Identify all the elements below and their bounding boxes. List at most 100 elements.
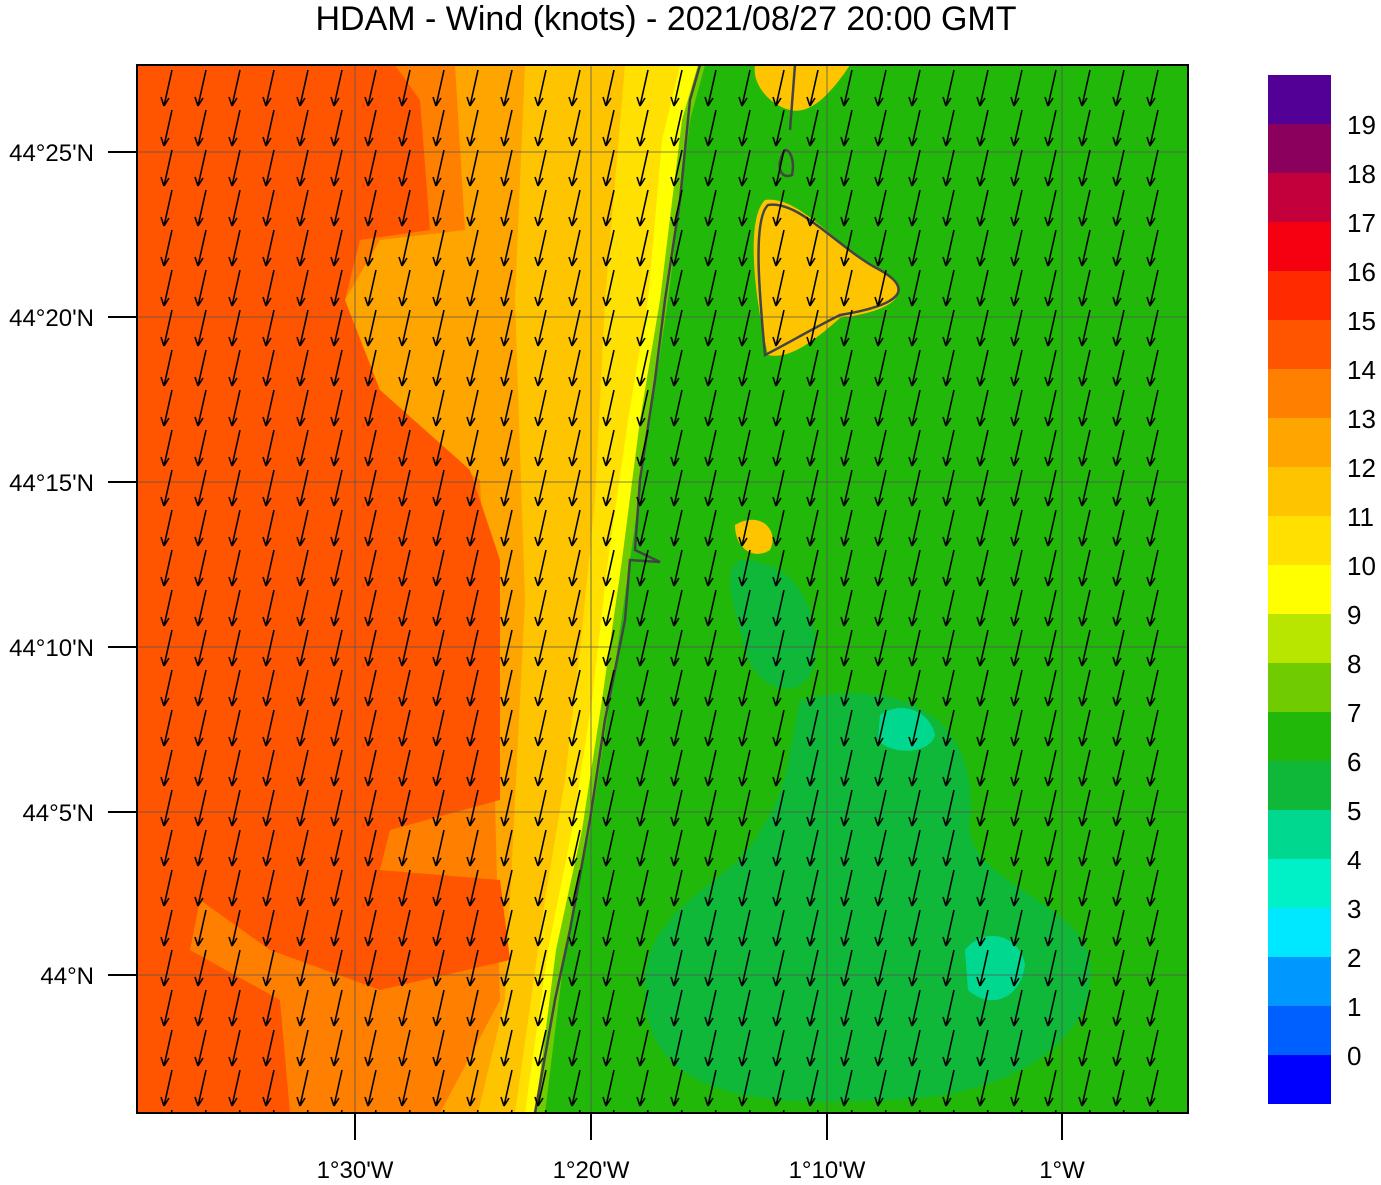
wind-arrow <box>1078 829 1091 867</box>
wind-arrow <box>340 1109 343 1113</box>
y-tick-label: 44°N <box>40 963 94 990</box>
wind-arrow <box>738 309 751 347</box>
colorbar-swatch <box>1268 614 1331 663</box>
wind-arrow <box>1044 269 1057 307</box>
wind-arrow <box>1146 109 1159 147</box>
wind-arrow <box>806 749 819 787</box>
wind-arrow <box>670 149 683 187</box>
wind-arrow <box>262 909 275 947</box>
wind-arrow <box>262 669 275 707</box>
wind-arrow <box>636 629 649 667</box>
wind-arrow <box>262 269 275 307</box>
wind-arrow <box>772 669 785 707</box>
wind-arrow <box>1146 189 1159 227</box>
wind-arrow <box>160 749 173 787</box>
wind-arrow <box>500 549 513 587</box>
wind-arrow <box>1078 1069 1091 1107</box>
wind-arrow <box>432 989 445 1027</box>
x-tick-label: 1°W <box>1039 1157 1085 1180</box>
wind-arrow <box>976 829 989 867</box>
wind-arrow <box>296 349 309 387</box>
wind-arrow <box>738 109 751 147</box>
wind-arrow <box>602 949 615 987</box>
wind-arrow <box>738 909 751 947</box>
wind-arrow <box>602 389 615 427</box>
wind-arrow <box>160 789 173 827</box>
wind-arrow <box>398 229 411 267</box>
wind-arrow <box>772 949 785 987</box>
wind-arrow <box>976 749 989 787</box>
wind-arrow <box>1146 909 1159 947</box>
wind-arrow <box>262 309 275 347</box>
wind-arrow <box>806 869 819 907</box>
wind-arrow <box>194 589 207 627</box>
wind-arrow <box>908 149 921 187</box>
wind-arrow <box>602 509 615 547</box>
wind-arrow <box>194 749 207 787</box>
wind-arrow <box>976 1029 989 1067</box>
wind-arrow <box>942 69 955 107</box>
wind-arrow <box>840 949 853 987</box>
wind-arrow <box>160 1029 173 1067</box>
wind-arrow <box>670 909 683 947</box>
wind-arrow <box>806 149 819 187</box>
wind-arrow <box>636 309 649 347</box>
wind-arrow <box>840 909 853 947</box>
colorbar-label: 1 <box>1347 992 1361 1022</box>
wind-arrow <box>772 469 785 507</box>
wind-arrow <box>1078 469 1091 507</box>
wind-arrow <box>1010 989 1023 1027</box>
wind-arrow <box>1010 469 1023 507</box>
y-tick-label: 44°20'N <box>9 305 94 332</box>
wind-arrow <box>1146 669 1159 707</box>
wind-arrow <box>738 989 751 1027</box>
wind-arrow <box>364 229 377 267</box>
wind-arrow <box>1078 1029 1091 1067</box>
wind-arrow <box>160 829 173 867</box>
wind-arrow <box>816 1109 819 1113</box>
wind-arrow <box>1146 629 1159 667</box>
wind-arrow <box>1044 629 1057 667</box>
colorbar-swatch <box>1268 467 1331 516</box>
wind-arrow <box>204 1109 207 1113</box>
wind-arrow <box>534 349 547 387</box>
wind-arrow <box>262 509 275 547</box>
wind-arrow <box>330 109 343 147</box>
wind-arrow <box>602 749 615 787</box>
wind-arrow <box>1010 789 1023 827</box>
wind-arrow <box>568 469 581 507</box>
wind-arrow <box>262 1029 275 1067</box>
wind-arrow <box>194 429 207 467</box>
wind-arrow <box>738 1069 751 1107</box>
colorbar-swatch <box>1268 712 1331 761</box>
wind-arrow <box>806 549 819 587</box>
wind-arrow <box>602 149 615 187</box>
wind-arrow <box>262 109 275 147</box>
wind-arrow <box>602 269 615 307</box>
wind-arrow <box>296 229 309 267</box>
wind-arrow <box>1112 309 1125 347</box>
wind-arrow <box>670 589 683 627</box>
wind-arrow <box>1078 709 1091 747</box>
wind-arrow <box>636 589 649 627</box>
wind-arrow <box>534 189 547 227</box>
wind-arrow <box>1044 509 1057 547</box>
wind-arrow <box>806 189 819 227</box>
wind-arrow <box>738 829 751 867</box>
wind-arrow <box>364 589 377 627</box>
wind-arrow <box>228 269 241 307</box>
wind-arrow <box>942 549 955 587</box>
wind-arrow <box>772 1069 785 1107</box>
wind-arrow <box>942 229 955 267</box>
wind-arrow <box>1078 309 1091 347</box>
wind-arrow <box>1078 549 1091 587</box>
wind-arrow <box>568 589 581 627</box>
wind-arrow <box>1078 869 1091 907</box>
colorbar-label: 12 <box>1347 453 1376 483</box>
wind-arrow <box>636 709 649 747</box>
wind-arrow <box>534 829 547 867</box>
wind-arrow <box>772 109 785 147</box>
wind-arrow <box>908 909 921 947</box>
wind-arrow <box>1112 629 1125 667</box>
wind-arrow <box>1010 909 1023 947</box>
